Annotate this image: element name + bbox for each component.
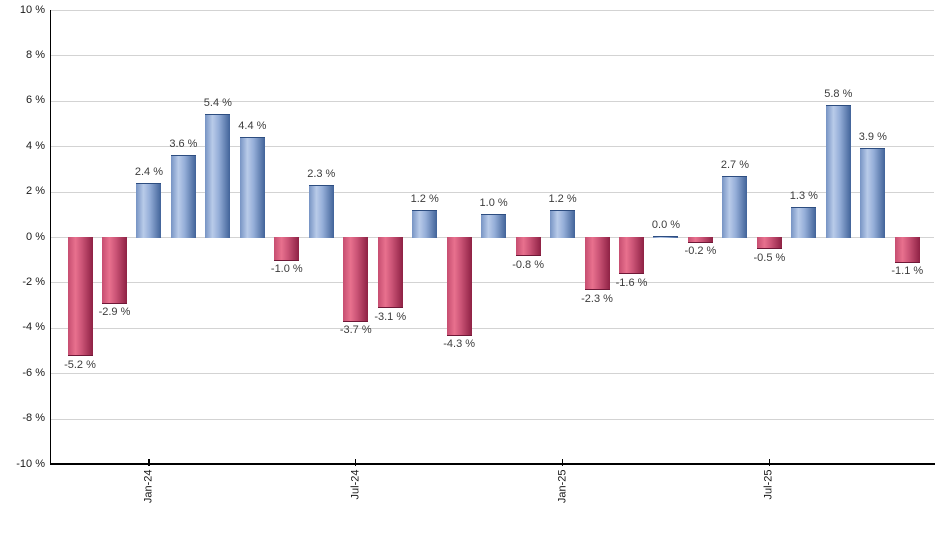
- bar-value-label: 2.4 %: [134, 165, 163, 178]
- bar-value-label: 0.0 %: [651, 218, 681, 231]
- x-axis-tick-label: Jan-24: [142, 469, 155, 503]
- y-axis-line: [49, 10, 51, 465]
- bar-value-label: 3.6 %: [169, 138, 198, 151]
- bar-Jun-24[interactable]: [308, 184, 334, 238]
- bar-Feb-25[interactable]: [584, 237, 610, 291]
- bar-Jun-25[interactable]: [722, 175, 748, 238]
- bar-value-label: -0.8 %: [512, 258, 544, 271]
- y-axis-tick-label: 6 %: [26, 94, 45, 107]
- bar-Jul-24[interactable]: [343, 237, 369, 322]
- x-axis-tick-mark: [355, 459, 357, 466]
- bar-Dec-24[interactable]: [515, 237, 541, 257]
- bar-value-label: 1.2 %: [410, 192, 439, 205]
- gridline: [51, 10, 934, 11]
- x-axis-tick-mark: [561, 459, 564, 466]
- bar-value-label: -2.3 %: [581, 292, 613, 305]
- bar-value-label: -1.6 %: [615, 276, 648, 289]
- bar-value-label: -5.2 %: [64, 358, 96, 371]
- y-axis-tick-label: 4 %: [26, 139, 45, 152]
- bar-Aug-24[interactable]: [377, 237, 403, 309]
- bar-value-label: -1.0 %: [270, 263, 303, 276]
- bar-value-label: -4.3 %: [443, 338, 476, 351]
- bar-Mar-24[interactable]: [205, 114, 231, 238]
- bar-value-label: 1.0 %: [479, 197, 508, 210]
- x-axis-tick-mark: [148, 459, 150, 466]
- bar-Sep-24[interactable]: [412, 209, 438, 238]
- gridline: [51, 282, 934, 284]
- gridline: [51, 191, 934, 193]
- bar-value-label: 5.4 %: [203, 97, 232, 110]
- bar-Dec-23[interactable]: [101, 237, 127, 304]
- bar-value-label: -0.2 %: [684, 245, 717, 258]
- gridline: [51, 100, 934, 102]
- bar-value-label: 5.8 %: [824, 88, 853, 101]
- bar-May-24[interactable]: [274, 237, 300, 261]
- bar-value-label: 2.7 %: [720, 158, 749, 171]
- x-axis-tick-label: Jan-25: [556, 469, 569, 503]
- bar-Nov-23[interactable]: [67, 237, 93, 357]
- bar-Mar-25[interactable]: [619, 237, 645, 275]
- y-axis-tick-label: 2 %: [26, 185, 45, 198]
- y-axis-tick-label: -4 %: [22, 321, 45, 334]
- x-axis-tick-label: Jul-24: [349, 469, 362, 499]
- bar-Jan-25[interactable]: [550, 209, 576, 238]
- bar-value-label: -1.1 %: [891, 265, 924, 278]
- plot-area: -5.2 % -2.9 % 2.4 % 3.6 % 5.4 % 4.4 % -1.0 % 2.…: [51, 10, 934, 464]
- bar-Jan-24[interactable]: [136, 182, 162, 238]
- bar-value-label: 2.3 %: [307, 167, 336, 180]
- bar-Oct-24[interactable]: [446, 237, 472, 336]
- gridline: [51, 373, 934, 375]
- y-axis-tick-label: 8 %: [26, 48, 45, 61]
- bar-value-label: -3.7 %: [339, 324, 372, 337]
- bar-Jul-25[interactable]: [756, 237, 782, 250]
- bar-value-label: -0.5 %: [753, 251, 786, 264]
- bar-value-label: 1.3 %: [789, 190, 818, 203]
- gridline: [51, 418, 934, 420]
- bar-May-25[interactable]: [687, 237, 713, 243]
- bar-value-label: -2.9 %: [98, 306, 131, 319]
- y-axis-tick-label: 0 %: [26, 230, 45, 243]
- bar-Oct-25[interactable]: [860, 148, 886, 238]
- bar-Apr-24[interactable]: [239, 137, 265, 238]
- bar-value-label: -3.1 %: [374, 310, 407, 323]
- bar-Aug-25[interactable]: [791, 207, 817, 238]
- y-axis-tick-label: -6 %: [22, 366, 45, 379]
- y-axis-tick-label: 10 %: [19, 3, 45, 16]
- gridline: [51, 327, 934, 329]
- bar-value-label: 4.4 %: [238, 120, 267, 133]
- bar-value-label: 1.2 %: [548, 192, 577, 205]
- bar-Apr-25[interactable]: [653, 235, 679, 238]
- y-axis-tick-label: -10 %: [16, 457, 45, 470]
- x-axis-tick-mark: [768, 459, 771, 466]
- gridline: [51, 146, 934, 148]
- x-axis-line: [49, 463, 935, 465]
- bar-Nov-24[interactable]: [481, 214, 507, 238]
- x-axis-tick-label: Jul-25: [762, 469, 775, 499]
- bar-Nov-25[interactable]: [894, 237, 920, 263]
- y-axis-tick-label: -8 %: [22, 412, 45, 425]
- bar-value-label: 3.9 %: [858, 131, 887, 144]
- bar-Feb-24[interactable]: [170, 155, 196, 238]
- gridline: [51, 55, 934, 57]
- bar-Sep-25[interactable]: [825, 105, 851, 238]
- y-axis-tick-label: -2 %: [22, 275, 45, 288]
